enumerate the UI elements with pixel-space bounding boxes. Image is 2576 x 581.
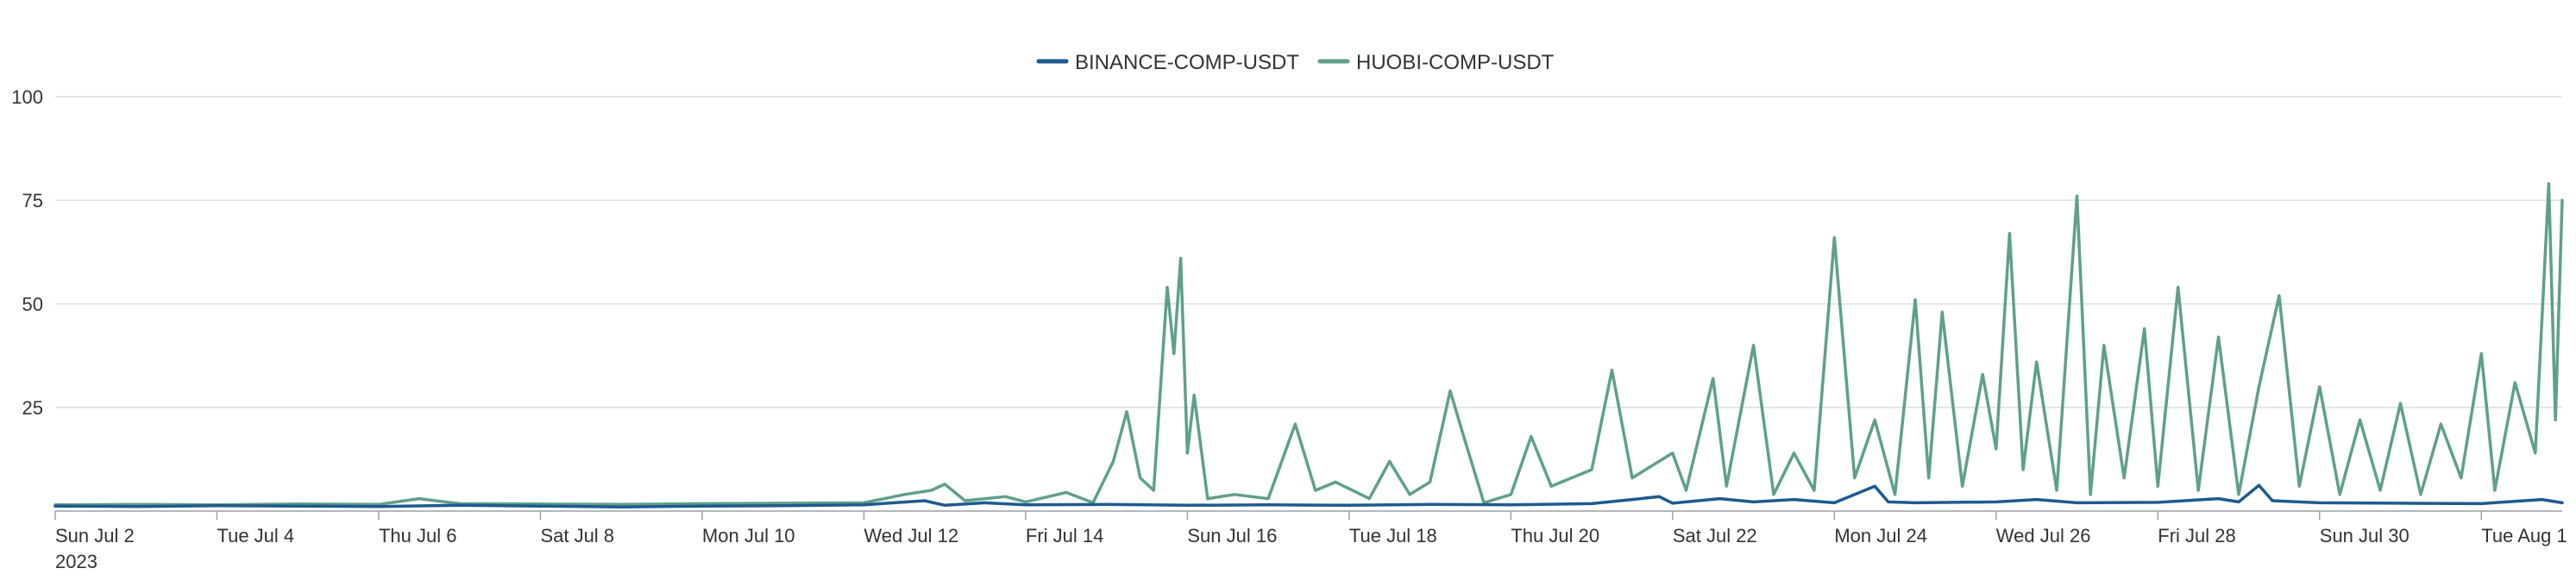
x-tick-label: Sun Jul 30 xyxy=(2320,525,2410,546)
x-tick-label: Sun Jul 16 xyxy=(1187,525,1277,546)
x-tick-label: Sat Jul 8 xyxy=(540,525,614,546)
legend-label-binance: BINANCE-COMP-USDT xyxy=(1075,51,1299,74)
series-line-huobi-comp-usdt[interactable] xyxy=(53,182,2564,507)
x-tick-label: Wed Jul 26 xyxy=(1996,525,2091,546)
x-tick-label: Wed Jul 12 xyxy=(864,525,958,546)
x-tick-label: Sun Jul 2 xyxy=(55,525,135,546)
x-tick-label: Tue Jul 4 xyxy=(217,525,294,546)
x-tick-label: Tue Jul 18 xyxy=(1349,525,1437,546)
y-axis: 25 50 75 100 xyxy=(11,86,43,419)
x-tick-label: Tue Aug 1 xyxy=(2481,525,2567,546)
y-tick-label: 100 xyxy=(11,86,43,108)
x-axis: Sun Jul 2 2023 Tue Jul 4 Thu Jul 6 Sat Jul 8… xyxy=(54,510,2567,572)
series-layer xyxy=(53,182,2564,508)
legend-item-binance[interactable]: BINANCE-COMP-USDT xyxy=(1036,51,1299,74)
x-tick-label: Mon Jul 24 xyxy=(1834,525,1927,546)
x-tick-label: Thu Jul 20 xyxy=(1511,525,1599,546)
y-tick-label: 75 xyxy=(22,190,43,212)
chart-legend[interactable]: BINANCE-COMP-USDT HUOBI-COMP-USDT xyxy=(1036,51,1555,74)
y-tick-label: 25 xyxy=(22,397,43,419)
legend-label-huobi: HUOBI-COMP-USDT xyxy=(1356,51,1555,74)
legend-item-huobi[interactable]: HUOBI-COMP-USDT xyxy=(1317,51,1555,74)
y-tick-label: 50 xyxy=(22,294,43,315)
x-tick-label: Mon Jul 10 xyxy=(702,525,795,546)
grid-lines xyxy=(55,96,2562,408)
x-tick-label: Sat Jul 22 xyxy=(1673,525,1757,546)
x-tick-label: Fri Jul 14 xyxy=(1026,525,1103,546)
x-tick-label: Fri Jul 28 xyxy=(2158,525,2235,546)
x-tick-label: Thu Jul 6 xyxy=(379,525,457,546)
x-tick-sublabel: 2023 xyxy=(55,551,97,572)
series-line-binance-comp-usdt[interactable] xyxy=(53,483,2564,508)
